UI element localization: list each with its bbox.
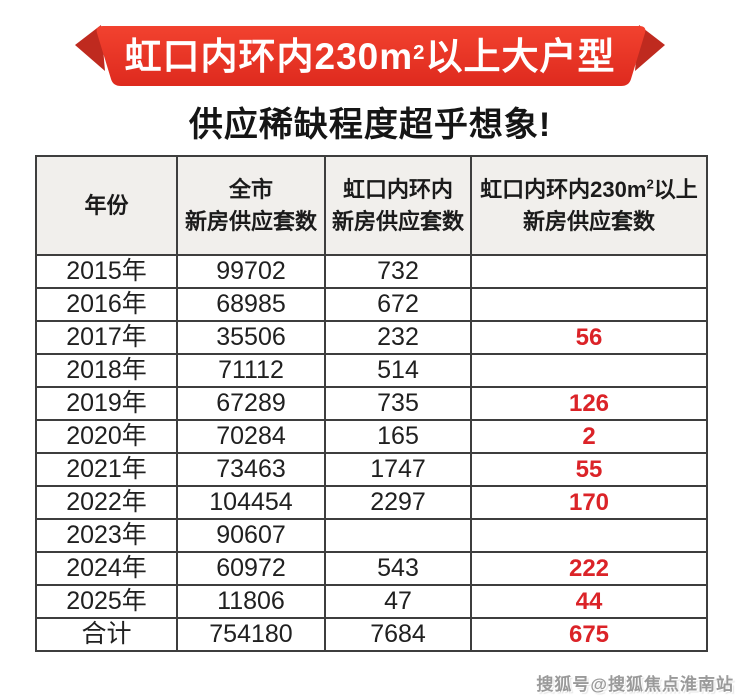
citywide-cell: 99702 xyxy=(176,254,326,289)
header-citywide-line2: 新房供应套数 xyxy=(184,208,317,234)
inner-ring-cell: 1747 xyxy=(324,452,472,487)
year-cell: 2024年 xyxy=(35,551,178,586)
subtitle: 供应稀缺程度超乎想象! xyxy=(188,106,552,144)
table-row: 2015年 99702 732 xyxy=(35,254,708,289)
inner-ring-cell: 543 xyxy=(324,551,472,586)
table-row: 2025年 11806 47 44 xyxy=(35,584,708,619)
large-units-cell xyxy=(470,254,708,289)
large-units-cell: 170 xyxy=(470,485,708,520)
banner-title: 虹口内环内230m 2 以上大户型 xyxy=(73,16,667,98)
large-units-cell xyxy=(470,287,708,322)
header-inner-ring-line1: 虹口内环内 xyxy=(342,176,453,202)
table-row: 2021年 73463 1747 55 xyxy=(35,452,708,487)
citywide-cell: 754180 xyxy=(176,617,326,652)
citywide-cell: 60972 xyxy=(176,551,326,586)
large-units-cell: 56 xyxy=(470,320,708,355)
citywide-cell: 70284 xyxy=(176,419,326,454)
inner-ring-cell: 7684 xyxy=(324,617,472,652)
title-ribbon: 虹口内环内230m 2 以上大户型 xyxy=(73,16,667,98)
citywide-cell: 90607 xyxy=(176,518,326,553)
header-citywide-supply: 全市 新房供应套数 xyxy=(176,155,326,256)
citywide-cell: 71112 xyxy=(176,353,326,388)
inner-ring-cell: 2297 xyxy=(324,485,472,520)
ribbon-body xyxy=(96,26,646,86)
banner-title-suffix: 以上大户型 xyxy=(425,36,616,77)
inner-ring-cell: 672 xyxy=(324,287,472,322)
table-row: 2018年 71112 514 xyxy=(35,353,708,388)
header-year: 年份 xyxy=(35,155,178,256)
large-units-cell xyxy=(470,518,708,553)
citywide-cell: 73463 xyxy=(176,452,326,487)
citywide-cell: 104454 xyxy=(176,485,326,520)
year-cell: 2015年 xyxy=(35,254,178,289)
inner-ring-cell: 232 xyxy=(324,320,472,355)
year-cell: 合计 xyxy=(35,617,178,652)
year-cell: 2025年 xyxy=(35,584,178,619)
header-superscript: 2 xyxy=(646,176,654,192)
citywide-cell: 35506 xyxy=(176,320,326,355)
large-units-cell xyxy=(470,353,708,388)
banner-title-text: 虹口内环内230m xyxy=(124,36,414,77)
large-units-cell: 55 xyxy=(470,452,708,487)
table-row: 2023年 90607 xyxy=(35,518,708,553)
year-cell: 2016年 xyxy=(35,287,178,322)
year-cell: 2020年 xyxy=(35,419,178,454)
inner-ring-cell: 732 xyxy=(324,254,472,289)
header-inner-ring-line2: 新房供应套数 xyxy=(331,208,464,234)
table-body: 2015年 99702 732 2016年 68985 672 2017年 35506 232 5… xyxy=(35,254,708,652)
table-row: 2020年 70284 165 2 xyxy=(35,419,708,454)
header-year-label: 年份 xyxy=(84,192,129,218)
large-units-cell: 675 xyxy=(470,617,708,652)
inner-ring-cell xyxy=(324,518,472,553)
citywide-cell: 67289 xyxy=(176,386,326,421)
ribbon-banner-shape xyxy=(75,25,665,86)
header-large-units-supply: 虹口内环内230m2以上 新房供应套数 xyxy=(470,155,708,256)
inner-ring-cell: 165 xyxy=(324,419,472,454)
year-cell: 2018年 xyxy=(35,353,178,388)
header-row: 年份 全市 新房供应套数 虹口内环内 新房供应套数 虹口内环内230m2以上 新… xyxy=(35,155,708,256)
large-units-cell: 222 xyxy=(470,551,708,586)
large-units-cell: 44 xyxy=(470,584,708,619)
table-row: 2024年 60972 543 222 xyxy=(35,551,708,586)
year-cell: 2017年 xyxy=(35,320,178,355)
inner-ring-cell: 735 xyxy=(324,386,472,421)
header-citywide-line1: 全市 xyxy=(228,176,273,202)
watermark: 搜狐号@搜狐焦点淮南站 xyxy=(536,675,734,694)
header-inner-ring-supply: 虹口内环内 新房供应套数 xyxy=(324,155,472,256)
table-row: 2016年 68985 672 xyxy=(35,287,708,322)
table-row: 2017年 35506 232 56 xyxy=(35,320,708,355)
year-cell: 2019年 xyxy=(35,386,178,421)
large-units-cell: 126 xyxy=(470,386,708,421)
header-large-units-line1: 虹口内环内230m2以上 xyxy=(480,176,698,202)
ribbon-left-fold xyxy=(75,25,105,71)
table-row: 2019年 67289 735 126 xyxy=(35,386,708,421)
inner-ring-cell: 47 xyxy=(324,584,472,619)
table-row: 2022年 104454 2297 170 xyxy=(35,485,708,520)
table-row: 合计 754180 7684 675 xyxy=(35,617,708,652)
citywide-cell: 68985 xyxy=(176,287,326,322)
inner-ring-cell: 514 xyxy=(324,353,472,388)
year-cell: 2023年 xyxy=(35,518,178,553)
year-cell: 2022年 xyxy=(35,485,178,520)
large-units-cell: 2 xyxy=(470,419,708,454)
year-cell: 2021年 xyxy=(35,452,178,487)
supply-table: 年份 全市 新房供应套数 虹口内环内 新房供应套数 虹口内环内230m2以上 新… xyxy=(35,155,708,652)
citywide-cell: 11806 xyxy=(176,584,326,619)
header-large-units-line2: 新房供应套数 xyxy=(522,208,655,234)
